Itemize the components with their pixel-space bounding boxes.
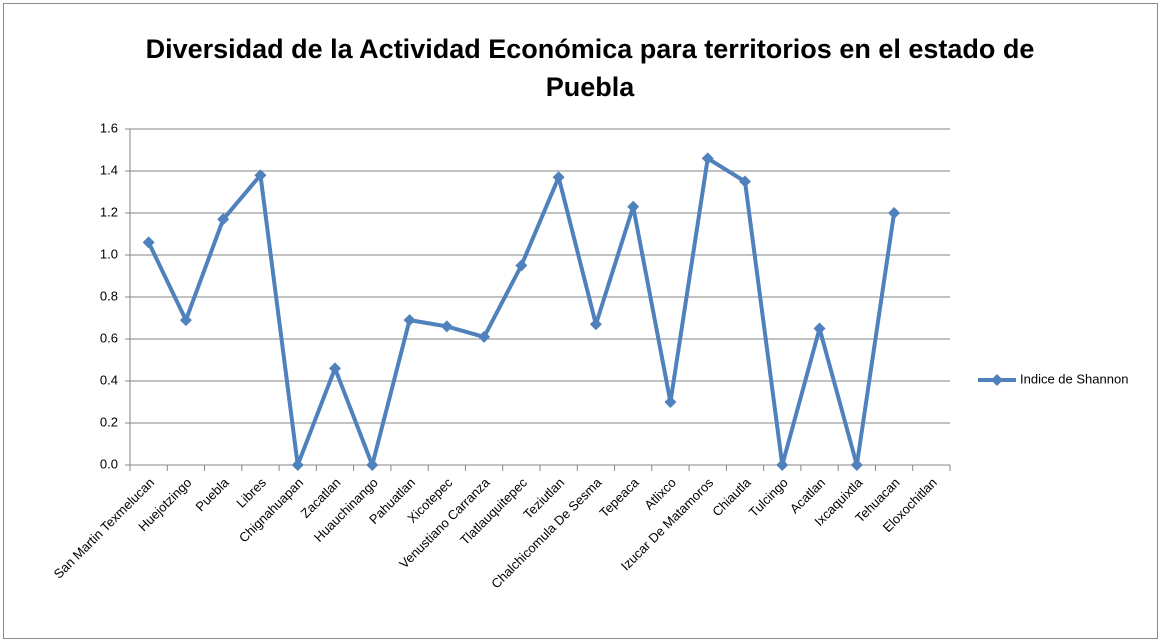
data-point	[366, 459, 379, 471]
y-tick-label: 1.4	[100, 162, 118, 177]
y-tick-label: 0.2	[100, 414, 118, 429]
data-point	[739, 175, 751, 188]
data-point	[813, 322, 826, 335]
data-point	[403, 314, 416, 327]
x-tick-label: Chiautla	[709, 474, 754, 519]
y-tick-label: 1.2	[100, 204, 118, 219]
y-tick-label: 0.0	[100, 456, 118, 471]
data-point	[179, 314, 192, 327]
data-point	[589, 318, 602, 331]
x-tick-label: Puebla	[193, 474, 233, 514]
data-point	[552, 171, 565, 184]
data-point	[217, 213, 230, 226]
data-point	[291, 459, 304, 471]
x-tick-label: Tepeaca	[596, 474, 642, 520]
y-tick-label: 1.6	[100, 120, 118, 135]
x-tick-label: Chignahuapan	[236, 475, 306, 545]
y-tick-label: 0.8	[100, 288, 118, 303]
y-tick-label: 0.4	[100, 372, 118, 387]
y-tick-label: 0.6	[100, 330, 118, 345]
data-point	[515, 259, 528, 272]
data-point	[440, 320, 453, 333]
data-point	[850, 459, 863, 471]
data-point	[888, 207, 901, 219]
data-point	[664, 396, 677, 408]
legend-marker	[991, 374, 1003, 386]
data-point	[776, 459, 789, 471]
chart-frame	[3, 3, 1158, 639]
series-line	[146, 156, 897, 467]
data-point	[701, 152, 714, 165]
x-tick-label: Libres	[233, 475, 269, 511]
data-point	[478, 330, 491, 343]
data-point	[329, 362, 341, 375]
legend-label: Indice de Shannon	[1020, 371, 1128, 386]
data-point	[254, 169, 267, 182]
x-tick-label: Tulcingo	[746, 475, 791, 520]
y-tick-label: 1.0	[100, 246, 118, 261]
chart-title: Diversidad de la Actividad Económica par…	[145, 34, 1035, 102]
data-point	[142, 236, 155, 249]
data-point	[627, 200, 640, 213]
